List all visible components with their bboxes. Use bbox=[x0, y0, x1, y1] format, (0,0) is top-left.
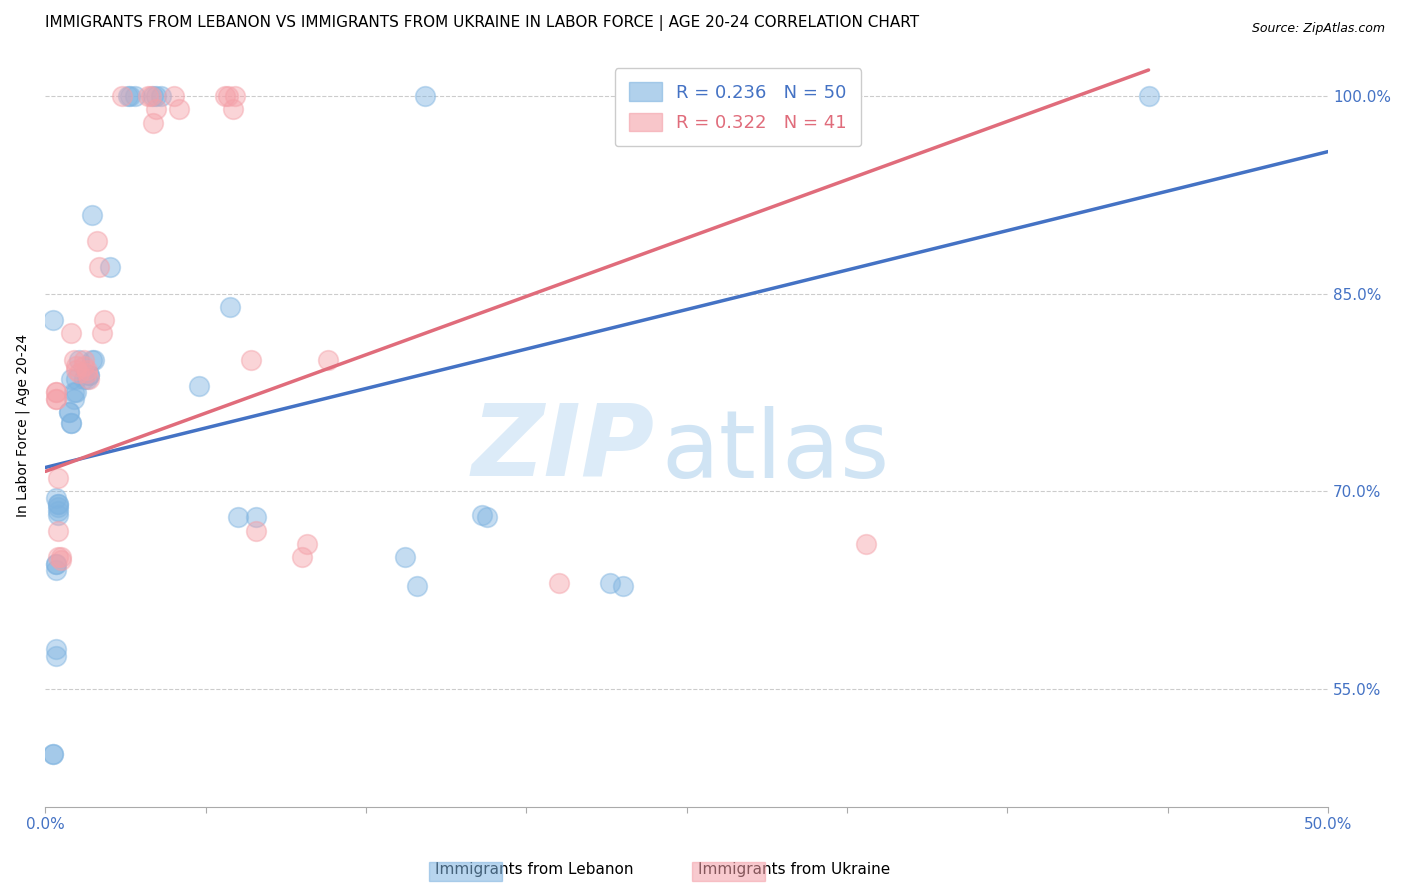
Point bbox=[86, 234, 108, 248]
Point bbox=[142, 115, 165, 129]
Point bbox=[60, 416, 83, 430]
Point bbox=[46, 497, 69, 511]
Point bbox=[139, 89, 162, 103]
Point bbox=[226, 510, 249, 524]
Point bbox=[291, 549, 314, 564]
Point bbox=[217, 89, 239, 103]
Point bbox=[295, 537, 318, 551]
Point bbox=[214, 89, 236, 103]
Text: Immigrants from Lebanon: Immigrants from Lebanon bbox=[434, 863, 634, 877]
Point bbox=[46, 497, 69, 511]
Point bbox=[163, 89, 186, 103]
Point bbox=[124, 89, 146, 103]
Point bbox=[599, 576, 621, 591]
Point bbox=[239, 352, 262, 367]
Point bbox=[76, 366, 98, 380]
Text: Source: ZipAtlas.com: Source: ZipAtlas.com bbox=[1251, 22, 1385, 36]
Point bbox=[58, 405, 80, 419]
Point bbox=[42, 747, 65, 762]
Point bbox=[49, 549, 72, 564]
Point bbox=[67, 366, 90, 380]
Point bbox=[76, 363, 98, 377]
Legend: R = 0.236   N = 50, R = 0.322   N = 41: R = 0.236 N = 50, R = 0.322 N = 41 bbox=[614, 68, 862, 146]
Point bbox=[855, 537, 877, 551]
Point bbox=[145, 89, 167, 103]
Y-axis label: In Labor Force | Age 20-24: In Labor Force | Age 20-24 bbox=[15, 334, 30, 516]
Point bbox=[60, 416, 83, 430]
Point bbox=[46, 471, 69, 485]
Point bbox=[65, 372, 87, 386]
Point bbox=[224, 89, 246, 103]
Point bbox=[45, 385, 67, 400]
Point bbox=[73, 359, 96, 373]
Point bbox=[45, 648, 67, 663]
Point bbox=[46, 500, 69, 514]
Text: ZIP: ZIP bbox=[472, 400, 655, 497]
Point bbox=[475, 510, 498, 524]
Point bbox=[76, 372, 98, 386]
Point bbox=[222, 103, 245, 117]
Point bbox=[42, 313, 65, 327]
Point bbox=[60, 326, 83, 341]
Point bbox=[136, 89, 159, 103]
Point bbox=[316, 352, 339, 367]
Text: IMMIGRANTS FROM LEBANON VS IMMIGRANTS FROM UKRAINE IN LABOR FORCE | AGE 20-24 CO: IMMIGRANTS FROM LEBANON VS IMMIGRANTS FR… bbox=[45, 15, 920, 31]
Point bbox=[73, 352, 96, 367]
Point bbox=[46, 508, 69, 522]
Point bbox=[83, 352, 105, 367]
Point bbox=[117, 89, 139, 103]
Point bbox=[45, 563, 67, 577]
Point bbox=[58, 405, 80, 419]
Point bbox=[80, 352, 103, 367]
Point bbox=[42, 747, 65, 762]
Point bbox=[1137, 89, 1160, 103]
Point bbox=[547, 576, 569, 591]
Point bbox=[111, 89, 134, 103]
Point bbox=[67, 352, 90, 367]
Point bbox=[90, 326, 112, 341]
Point bbox=[145, 103, 167, 117]
Point bbox=[612, 579, 634, 593]
Point bbox=[62, 392, 84, 406]
Point bbox=[167, 103, 190, 117]
Point bbox=[142, 89, 165, 103]
Point bbox=[62, 385, 84, 400]
Point bbox=[62, 352, 84, 367]
Point bbox=[77, 372, 100, 386]
Text: atlas: atlas bbox=[661, 406, 890, 498]
Point bbox=[45, 392, 67, 406]
Point bbox=[406, 579, 429, 593]
Point bbox=[413, 89, 436, 103]
Point bbox=[45, 557, 67, 571]
Point bbox=[60, 372, 83, 386]
Point bbox=[471, 508, 494, 522]
Point bbox=[245, 510, 267, 524]
Point bbox=[45, 392, 67, 406]
Point bbox=[188, 379, 211, 393]
Point bbox=[98, 260, 121, 275]
Point bbox=[65, 385, 87, 400]
Text: Immigrants from Ukraine: Immigrants from Ukraine bbox=[699, 863, 890, 877]
Point bbox=[80, 208, 103, 222]
Point bbox=[45, 557, 67, 571]
Point bbox=[120, 89, 142, 103]
Point bbox=[45, 642, 67, 657]
Point bbox=[46, 524, 69, 538]
Point bbox=[394, 549, 416, 564]
Point bbox=[245, 524, 267, 538]
Point bbox=[49, 552, 72, 566]
Point bbox=[46, 549, 69, 564]
Point bbox=[219, 300, 242, 314]
Point bbox=[45, 385, 67, 400]
Point bbox=[46, 504, 69, 518]
Point bbox=[65, 363, 87, 377]
Point bbox=[149, 89, 172, 103]
Point bbox=[77, 368, 100, 383]
Point bbox=[73, 372, 96, 386]
Point bbox=[93, 313, 115, 327]
Point bbox=[77, 368, 100, 383]
Point bbox=[65, 359, 87, 373]
Point bbox=[89, 260, 111, 275]
Point bbox=[45, 491, 67, 505]
